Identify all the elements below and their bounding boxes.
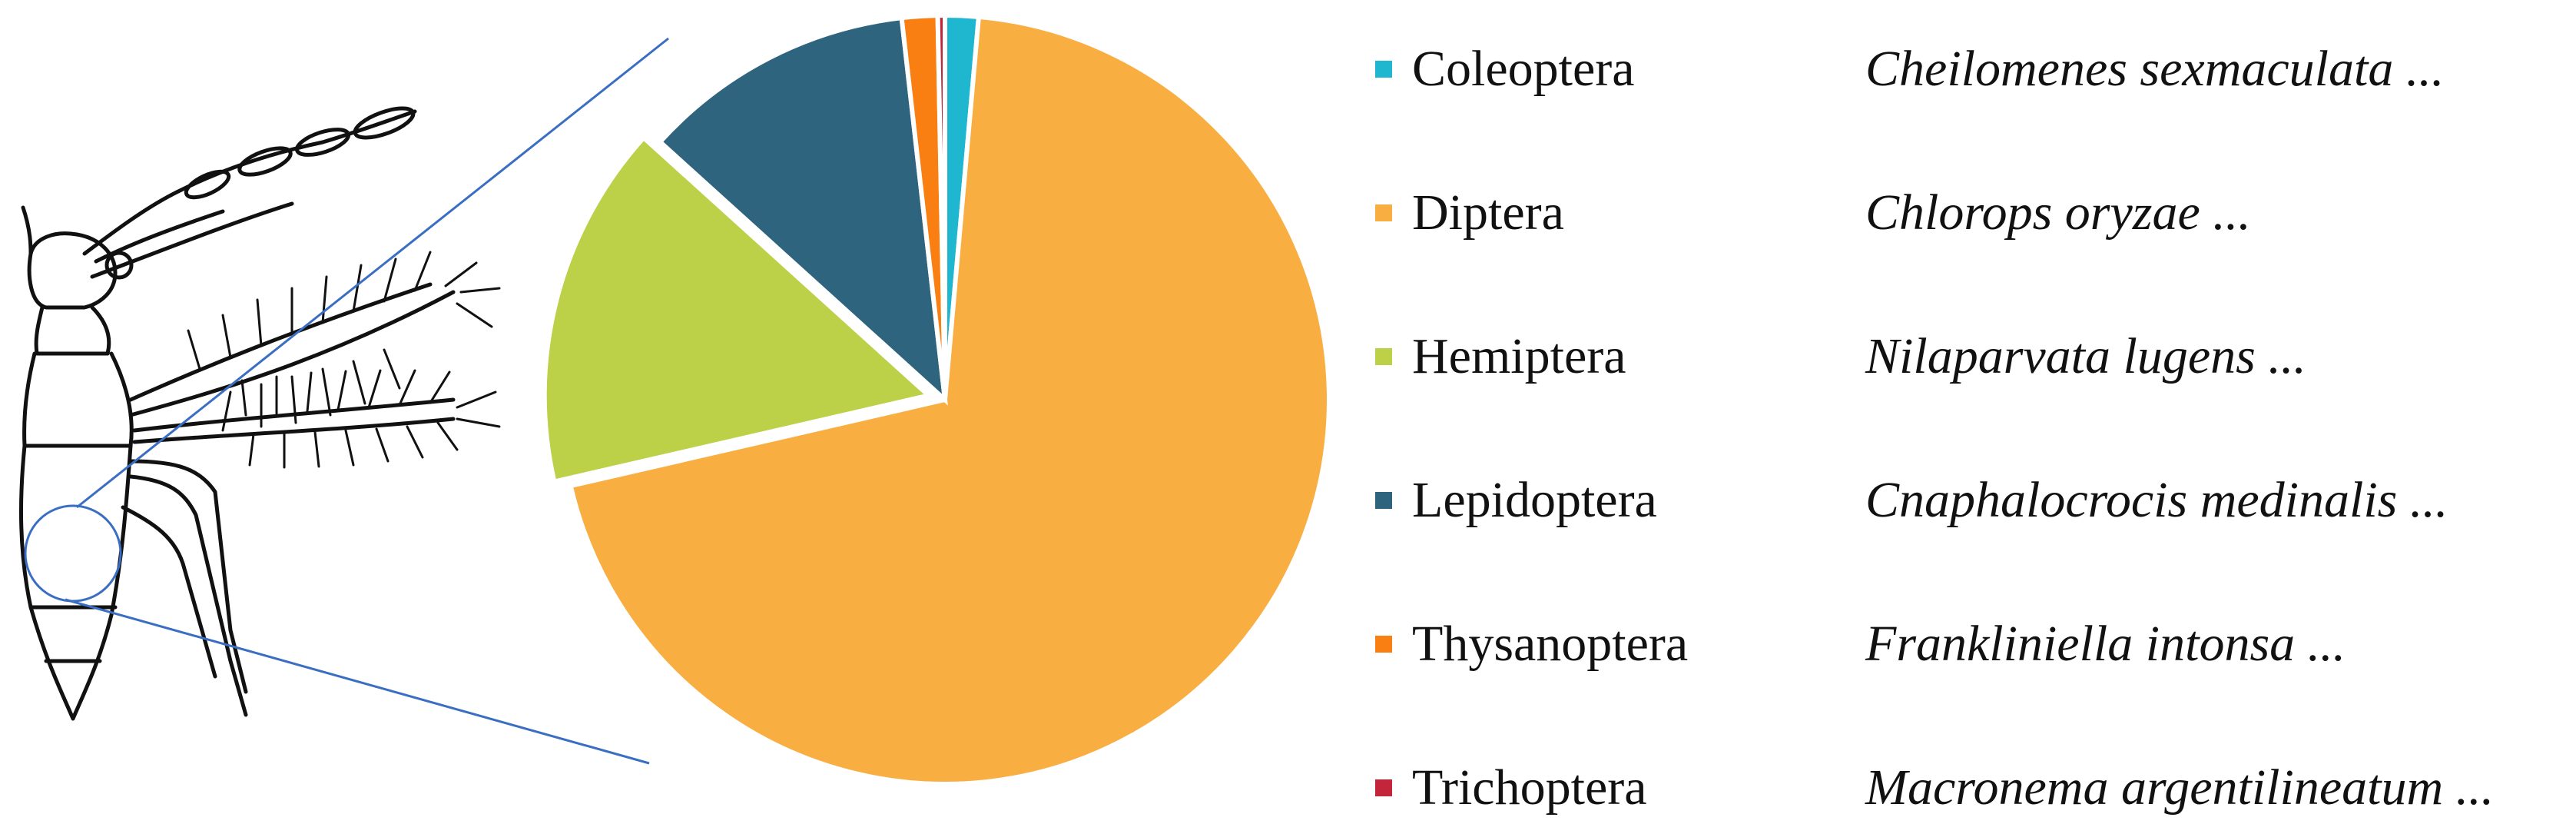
zoom-line-top [76,37,669,509]
legend-order-label: Hemiptera [1412,328,1626,384]
legend-swatch [1375,636,1392,653]
pie-chart [542,12,1331,786]
legend-item-lepidoptera: Lepidoptera Cnaphalocrocis medinalis ... [1375,454,2448,547]
zoom-line-bottom [65,598,650,765]
thrips-illustration [18,106,501,721]
legend-order-label: Lepidoptera [1412,472,1657,528]
pie-slice-hemiptera [542,134,933,485]
legend-swatch [1375,61,1392,78]
legend-item-coleoptera: Coleoptera Cheilomenes sexmaculata ... [1375,23,2444,115]
pie-slice-diptera [568,14,1331,786]
legend-species-label: Cnaphalocrocis medinalis ... [1865,472,2448,528]
legend-swatch [1375,779,1392,796]
legend-species-label: Nilaparvata lugens ... [1865,328,2306,384]
zoom-circle [24,504,122,603]
legend-order-label: Trichoptera [1412,759,1647,816]
legend-item-thysanoptera: Thysanoptera Frankliniella intonsa ... [1375,598,2346,690]
legend-species-label: Macronema argentilineatum ... [1865,759,2495,816]
legend-swatch [1375,348,1392,365]
legend-order-label: Coleoptera [1412,41,1635,97]
legend-order-label: Diptera [1412,184,1564,241]
legend-item-hemiptera: Hemiptera Nilaparvata lugens ... [1375,311,2306,403]
legend-swatch [1375,492,1392,509]
legend-species-label: Frankliniella intonsa ... [1865,616,2346,672]
legend-order-label: Thysanoptera [1412,616,1689,672]
legend-species-label: Chlorops oryzae ... [1865,184,2251,241]
pie-slice-lepidoptera [656,15,948,406]
legend-item-trichoptera: Trichoptera Macronema argentilineatum ... [1375,742,2494,834]
legend-species-label: Cheilomenes sexmaculata ... [1865,41,2445,97]
legend-item-diptera: Diptera Chlorops oryzae ... [1375,167,2251,259]
legend-swatch [1375,204,1392,221]
pie-slice-trichoptera [935,12,947,400]
